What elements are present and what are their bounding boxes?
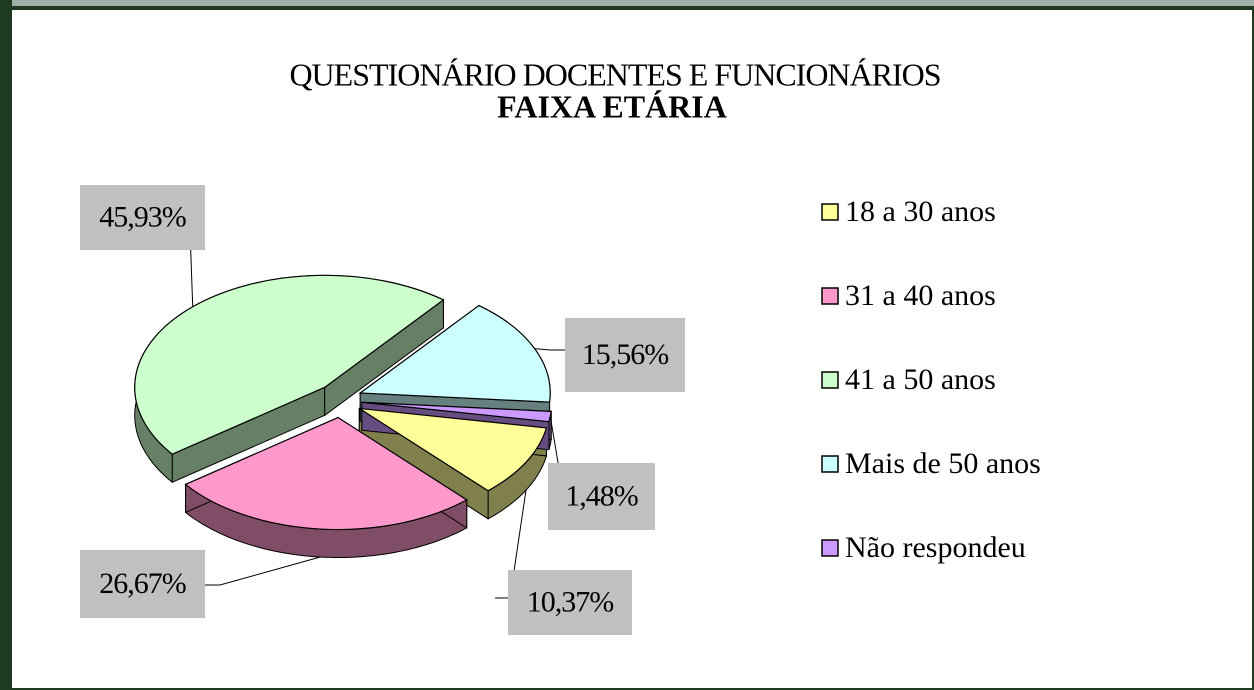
legend-swatch (821, 287, 839, 305)
legend-label: Não respondeu (845, 531, 1026, 564)
legend-label: Mais de 50 anos (845, 447, 1041, 480)
slice (361, 401, 552, 423)
leader-line (534, 348, 565, 351)
data-label: 1,48% (565, 479, 638, 512)
slice (358, 407, 548, 492)
legend-swatch (821, 371, 839, 389)
data-label-box (80, 550, 205, 618)
data-label-box (508, 570, 632, 635)
data-label: 45,93% (99, 200, 186, 233)
data-label-box (80, 185, 205, 250)
data-label: 10,37% (527, 585, 614, 618)
legend-label: 18 a 30 anos (845, 195, 996, 228)
data-label-box (565, 318, 685, 392)
chart-subtitle: FAIXA ETÁRIA (497, 88, 727, 124)
chart-title: QUESTIONÁRIO DOCENTES E FUNCIONÁRIOS (289, 56, 940, 92)
legend-label: 31 a 40 anos (845, 279, 996, 312)
data-label-box (548, 463, 655, 530)
legend-swatch (821, 455, 839, 473)
legend-label: 41 a 50 anos (845, 363, 996, 396)
data-label: 26,67% (99, 567, 186, 600)
leader-line (205, 556, 321, 586)
legend-swatch (821, 203, 839, 221)
slice (358, 304, 551, 403)
slice (184, 416, 468, 531)
legend-swatch (821, 539, 839, 557)
data-label: 15,56% (582, 338, 669, 371)
